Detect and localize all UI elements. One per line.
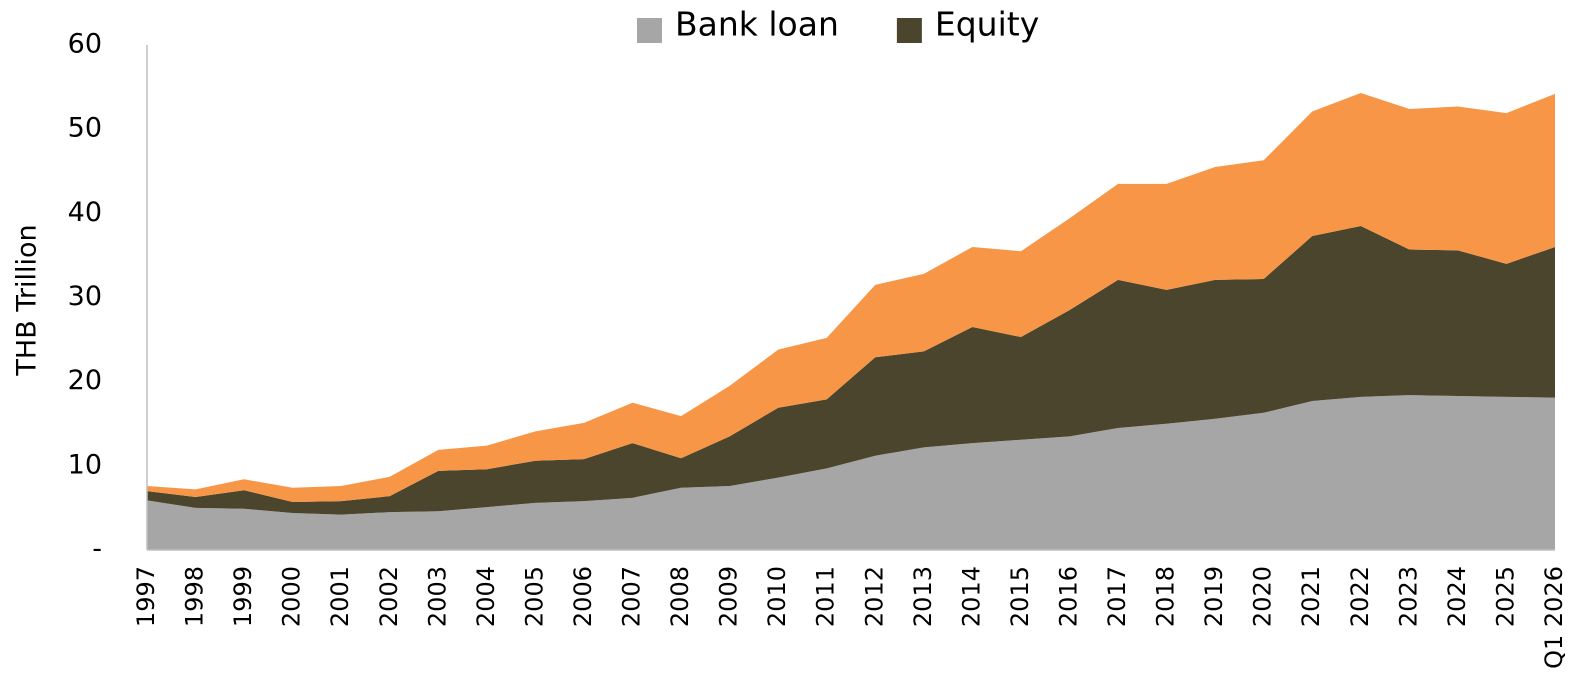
x-tick-label: 2020: [1249, 566, 1277, 627]
x-tick-label: 1998: [181, 566, 209, 627]
y-tick-label: 30: [68, 281, 102, 312]
x-tick-label: 2006: [569, 566, 597, 627]
y-tick-label: -: [92, 534, 102, 565]
x-tick-label: 2024: [1443, 566, 1471, 627]
legend-swatch: [896, 18, 922, 43]
x-tick-label: 2009: [715, 566, 743, 627]
x-tick-label: 2011: [812, 566, 840, 627]
x-tick-label: 2017: [1103, 566, 1131, 627]
x-tick-label: 2016: [1054, 566, 1082, 627]
x-tick-label: 2003: [423, 566, 451, 627]
x-tick-label: 2004: [472, 566, 500, 627]
y-axis-label: THB Trillion: [12, 224, 43, 376]
y-tick-label: 40: [68, 197, 102, 228]
x-tick-label: 2023: [1394, 566, 1422, 627]
x-tick-label: 2005: [520, 566, 548, 627]
x-tick-label: 2019: [1200, 566, 1228, 627]
area: [147, 225, 1555, 515]
x-tick-label: 2000: [278, 566, 306, 627]
x-tick-label: 2008: [666, 566, 694, 627]
x-tick-label: 2021: [1297, 566, 1325, 627]
y-tick-label: 50: [68, 113, 102, 144]
area: [147, 92, 1555, 503]
legend-swatch: [637, 18, 662, 43]
legend-label: Equity: [935, 5, 1039, 44]
x-tick-label: 2010: [763, 566, 791, 627]
y-tick-label: 60: [68, 29, 102, 60]
x-tick-label: 2014: [957, 566, 985, 627]
y-tick-label: 20: [68, 365, 102, 396]
x-tick-label: 2022: [1346, 566, 1374, 627]
x-tick-label: 2007: [618, 566, 646, 627]
x-tick-label: 2018: [1152, 566, 1180, 627]
legend-label: Bank loan: [675, 5, 839, 44]
x-tick-label: 1999: [229, 566, 257, 627]
area: [147, 395, 1555, 550]
y-tick-label: 10: [68, 449, 102, 480]
x-tick-label: 2012: [860, 566, 888, 627]
x-tick-label: 2025: [1491, 566, 1519, 627]
x-tick-label: Q1 2026: [1540, 566, 1568, 669]
x-tick-label: 2013: [909, 566, 937, 627]
x-tick-label: 1997: [132, 566, 160, 627]
x-tick-label: 2001: [326, 566, 354, 627]
x-tick-label: 2002: [375, 566, 403, 627]
x-tick-label: 2015: [1006, 566, 1034, 627]
